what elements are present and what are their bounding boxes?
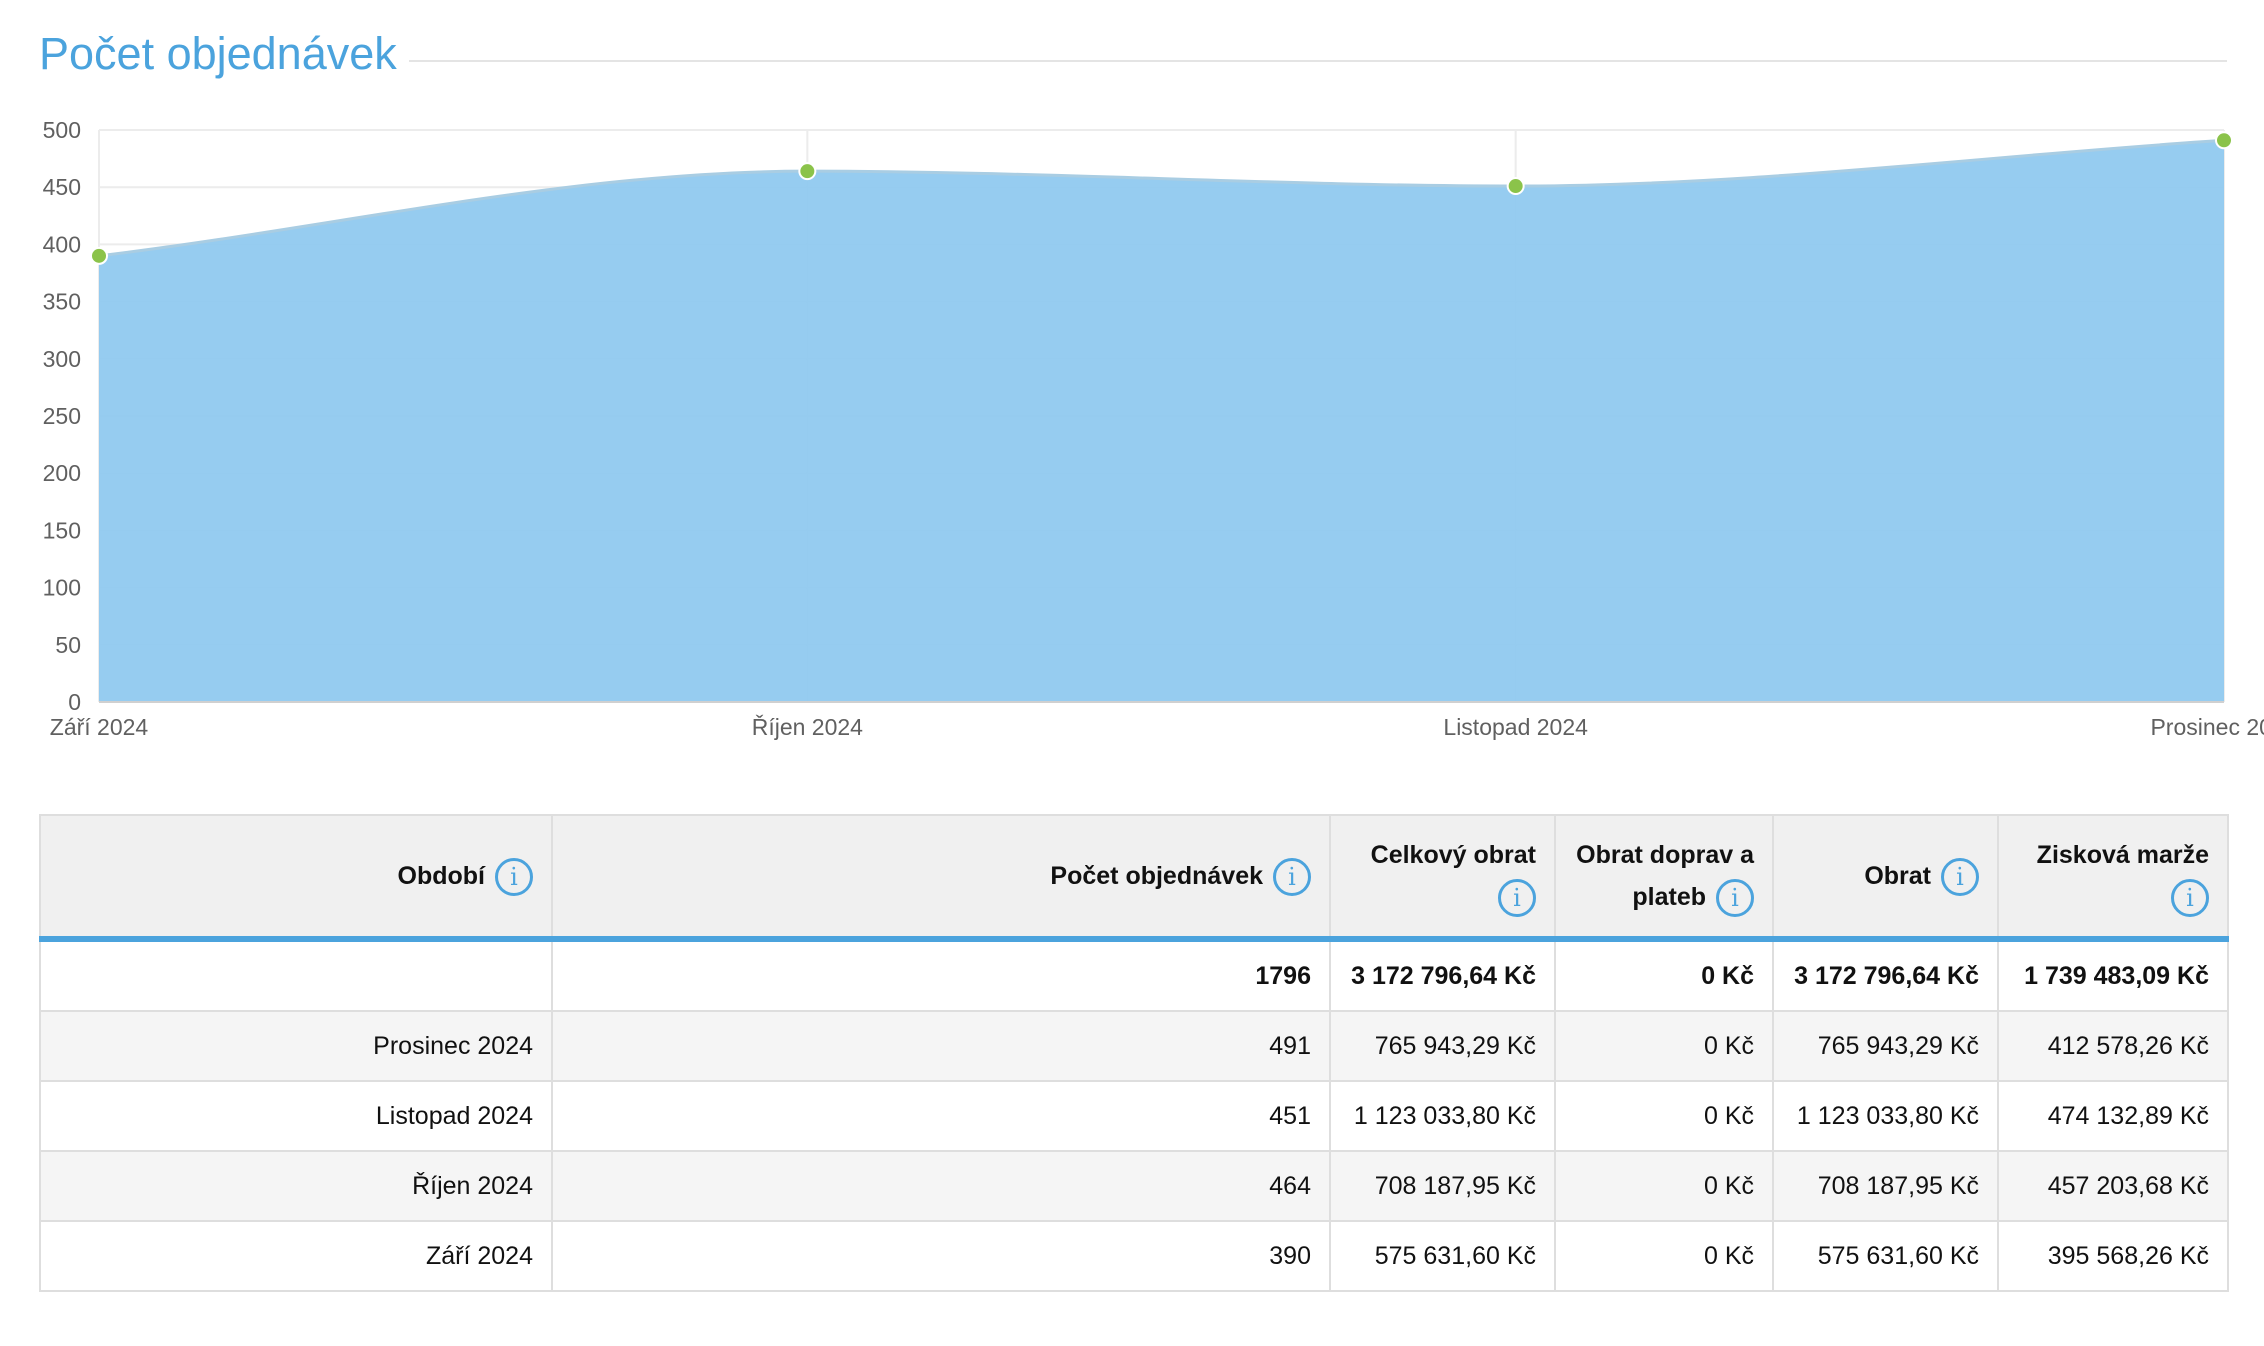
chart-points[interactable] (90, 131, 2233, 265)
column-header-text: plateb (1632, 883, 1706, 911)
section-header: Počet objednávek (39, 24, 2227, 94)
chart-axes: 0 50 100 150 200 250 300 350 400 450 500 Září 2024 Ř… (43, 117, 2264, 740)
total-cell-obrat: 3 172 796,64 Kč (1772, 938, 1999, 1012)
cell-ziskova-marze: 474 132,89 Kč (1997, 1080, 2229, 1152)
y-tick-label: 150 (43, 517, 81, 543)
orders-table: Období i Počet objednávek i Celkový obrat i Ob… (39, 814, 2229, 1292)
table-header-row: Období i Počet objednávek i Celkový obrat i Ob… (39, 814, 2229, 942)
column-header-text: Obrat (1864, 862, 1931, 890)
table-row[interactable]: Září 2024 390 575 631,60 Kč 0 Kč 575 631,60 … (39, 1220, 2229, 1292)
cell-obrat-doprav-plateb: 0 Kč (1554, 1080, 1774, 1152)
cell-obrat: 1 123 033,80 Kč (1772, 1080, 1999, 1152)
column-header-label: Obrat i (1864, 855, 1979, 897)
page-title: Počet objednávek (39, 28, 397, 79)
info-icon[interactable]: i (1498, 879, 1536, 918)
y-tick-label: 100 (43, 575, 81, 601)
cell-obrat-doprav-plateb: 0 Kč (1554, 1150, 1774, 1222)
x-tick-label: Listopad 2024 (1443, 714, 1588, 740)
info-icon[interactable]: i (2171, 879, 2209, 918)
x-tick-label: Prosinec 2024 (2150, 714, 2264, 740)
column-header-text: Období (397, 862, 485, 890)
column-header-text: Zisková marže (2036, 841, 2209, 869)
series-line (98, 138, 2225, 258)
column-header-obrat-doprav-plateb[interactable]: Obrat doprav a plateb i (1554, 814, 1774, 942)
cell-obdobi: Říjen 2024 (39, 1150, 553, 1222)
table-row[interactable]: Říjen 2024 464 708 187,95 Kč 0 Kč 708 187,95… (39, 1150, 2229, 1222)
data-point[interactable] (2215, 131, 2233, 150)
info-icon[interactable]: i (1941, 858, 1979, 897)
column-header-label: Počet objednávek i (1050, 855, 1311, 897)
table-row[interactable]: Prosinec 2024 491 765 943,29 Kč 0 Kč 765 943… (39, 1010, 2229, 1082)
title-divider (409, 60, 2227, 62)
column-header-text: Celkový obrat (1370, 841, 1536, 869)
cell-pocet-objednavek: 464 (551, 1150, 1331, 1222)
column-header-icon-line: i (2037, 876, 2209, 918)
x-tick-label: Říjen 2024 (752, 714, 863, 740)
column-header-label: Obrat doprav a (1576, 834, 1754, 876)
cell-pocet-objednavek: 451 (551, 1080, 1331, 1152)
cell-celkovy-obrat: 765 943,29 Kč (1329, 1010, 1556, 1082)
data-point[interactable] (798, 162, 817, 181)
column-header-obdobi[interactable]: Období i (39, 814, 553, 942)
y-tick-label: 500 (43, 117, 81, 143)
y-tick-label: 0 (68, 689, 81, 715)
total-cell-pocet-objednavek: 1796 (551, 938, 1331, 1012)
cell-ziskova-marze: 412 578,26 Kč (1997, 1010, 2229, 1082)
cell-obrat-doprav-plateb: 0 Kč (1554, 1220, 1774, 1292)
column-header-text: Obrat doprav a (1576, 841, 1754, 869)
total-cell-ziskova-marze: 1 739 483,09 Kč (1997, 938, 2229, 1012)
cell-obrat: 765 943,29 Kč (1772, 1010, 1999, 1082)
cell-obdobi: Prosinec 2024 (39, 1010, 553, 1082)
column-header-pocet-objednavek[interactable]: Počet objednávek i (551, 814, 1331, 942)
column-header-label: Celkový obrat (1371, 834, 1536, 876)
column-header-celkovy-obrat[interactable]: Celkový obrat i (1329, 814, 1556, 942)
cell-pocet-objednavek: 390 (551, 1220, 1331, 1292)
y-tick-label: 200 (43, 460, 81, 486)
y-tick-label: 450 (43, 174, 81, 200)
cell-pocet-objednavek: 491 (551, 1010, 1331, 1082)
orders-area-chart: 0 50 100 150 200 250 300 350 400 450 500 Září 2024 Ř… (43, 117, 2264, 740)
cell-obrat: 575 631,60 Kč (1772, 1220, 1999, 1292)
table-body: 1796 3 172 796,64 Kč 0 Kč 3 172 796,64 Kč 1 … (39, 938, 2229, 1292)
cell-obdobi: Listopad 2024 (39, 1080, 553, 1152)
column-header-ziskova-marze[interactable]: Zisková marže i (1997, 814, 2229, 942)
y-tick-label: 350 (43, 289, 81, 315)
data-point[interactable] (1506, 177, 1525, 196)
area-fill (99, 140, 2224, 702)
cell-celkovy-obrat: 575 631,60 Kč (1329, 1220, 1556, 1292)
data-point[interactable] (90, 246, 108, 265)
cell-ziskova-marze: 457 203,68 Kč (1997, 1150, 2229, 1222)
cell-obrat-doprav-plateb: 0 Kč (1554, 1010, 1774, 1082)
chart-area-layer (98, 138, 2225, 702)
table-total-row: 1796 3 172 796,64 Kč 0 Kč 3 172 796,64 Kč 1 … (39, 938, 2229, 1012)
column-header-obrat[interactable]: Obrat i (1772, 814, 1999, 942)
total-cell-celkovy-obrat: 3 172 796,64 Kč (1329, 938, 1556, 1012)
info-icon[interactable]: i (1273, 858, 1311, 897)
table-row[interactable]: Listopad 2024 451 1 123 033,80 Kč 0 Kč 1 123… (39, 1080, 2229, 1152)
y-tick-label: 50 (55, 632, 81, 658)
cell-celkovy-obrat: 708 187,95 Kč (1329, 1150, 1556, 1222)
orders-table-wrapper: Období i Počet objednávek i Celkový obrat i Ob… (39, 814, 2229, 1292)
y-tick-label: 400 (43, 231, 81, 257)
cell-obdobi: Září 2024 (39, 1220, 553, 1292)
column-header-label: Zisková marže (2037, 834, 2209, 876)
y-tick-label: 300 (43, 346, 81, 372)
total-cell-obdobi (39, 938, 553, 1012)
column-header-label: plateb i (1576, 876, 1754, 918)
y-tick-label: 250 (43, 403, 81, 429)
cell-obrat: 708 187,95 Kč (1772, 1150, 1999, 1222)
info-icon[interactable]: i (495, 858, 533, 897)
column-header-icon-line: i (1371, 876, 1536, 918)
cell-ziskova-marze: 395 568,26 Kč (1997, 1220, 2229, 1292)
cell-celkovy-obrat: 1 123 033,80 Kč (1329, 1080, 1556, 1152)
column-header-label: Období i (398, 855, 533, 897)
x-tick-label: Září 2024 (50, 714, 149, 740)
column-header-text: Počet objednávek (1050, 862, 1263, 890)
total-cell-obrat-doprav-plateb: 0 Kč (1554, 938, 1774, 1012)
info-icon[interactable]: i (1716, 879, 1754, 918)
